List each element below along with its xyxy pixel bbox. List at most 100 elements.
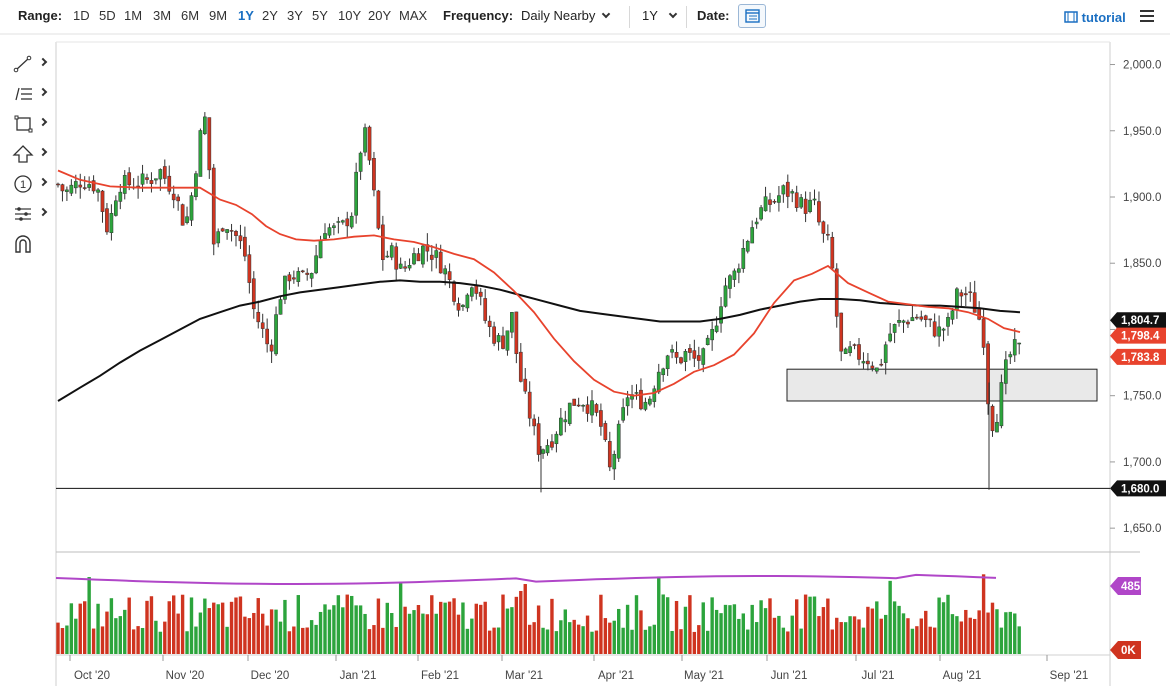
- candle: [563, 410, 568, 433]
- candle-body: [541, 449, 545, 454]
- candle: [318, 235, 323, 259]
- range-button-3m[interactable]: 3M: [153, 8, 172, 23]
- volume-bar: [932, 627, 937, 654]
- range-button-5d[interactable]: 5D: [99, 8, 116, 23]
- range-button-1d[interactable]: 1D: [73, 8, 90, 23]
- candle-body: [194, 173, 198, 197]
- volume-bar: [56, 622, 60, 654]
- candle: [808, 191, 812, 214]
- candle: [665, 354, 670, 376]
- candle-body: [211, 167, 216, 245]
- volume-bar: [728, 605, 732, 654]
- candle: [527, 381, 532, 427]
- candle: [501, 326, 505, 350]
- candle: [389, 242, 394, 261]
- range-button-max[interactable]: MAX: [399, 8, 428, 23]
- candle: [643, 397, 648, 412]
- candle-body: [438, 251, 443, 274]
- candle-body: [340, 220, 345, 223]
- range-button-2y[interactable]: 2Y: [262, 8, 278, 23]
- volume-bar: [1013, 613, 1017, 654]
- candle-body: [109, 213, 114, 234]
- candle-body: [879, 363, 884, 366]
- range-button-20y[interactable]: 20Y: [368, 8, 392, 23]
- candle: [1004, 351, 1008, 395]
- candle: [790, 189, 795, 203]
- calendar-button[interactable]: [738, 4, 766, 28]
- candle-body: [185, 216, 189, 223]
- candle-body: [826, 233, 830, 236]
- candle-body: [56, 183, 60, 186]
- line-tool[interactable]: [10, 52, 50, 76]
- volume-bar: [127, 597, 131, 654]
- price-tag-label: 1,783.8: [1121, 352, 1160, 364]
- candle: [576, 397, 581, 408]
- candle-body: [745, 240, 750, 252]
- volume-bar: [105, 611, 109, 654]
- volume-bar: [763, 608, 768, 654]
- candle: [216, 228, 221, 248]
- candle: [763, 186, 768, 212]
- range-button-1m[interactable]: 1M: [124, 8, 143, 23]
- volume-bar: [390, 613, 394, 654]
- candle: [932, 313, 937, 338]
- candle: [968, 282, 973, 302]
- candle-body: [790, 191, 795, 194]
- volume-bar: [603, 618, 608, 654]
- candle-body: [523, 378, 528, 392]
- candle-body: [817, 201, 821, 223]
- range-button-6m[interactable]: 6M: [181, 8, 200, 23]
- candle: [883, 341, 888, 375]
- candle-body: [314, 255, 318, 274]
- volume-bar: [523, 584, 527, 654]
- candle-body: [545, 445, 550, 454]
- rectangle-tool[interactable]: [10, 112, 50, 136]
- candle-body: [470, 287, 474, 297]
- magnet-tool[interactable]: [10, 232, 50, 256]
- range-button-1y[interactable]: 1Y: [238, 8, 254, 23]
- volume-bar: [158, 631, 163, 654]
- range-button-9m[interactable]: 9M: [209, 8, 228, 23]
- volume-bar: [278, 621, 283, 654]
- candle: [327, 223, 332, 238]
- candle: [105, 202, 109, 235]
- support-zone[interactable]: [786, 368, 1098, 402]
- volume-bar: [367, 629, 372, 654]
- range-button-3y[interactable]: 3Y: [287, 8, 303, 23]
- candle-body: [777, 195, 781, 203]
- volume-bar: [532, 622, 536, 654]
- candle: [550, 434, 554, 451]
- volume-bar: [265, 625, 269, 654]
- frequency-select[interactable]: Daily Nearby: [521, 8, 611, 23]
- tutorial-link[interactable]: tutorial: [1064, 10, 1126, 25]
- candle: [465, 293, 470, 312]
- measure-tool[interactable]: [10, 202, 50, 226]
- candle: [688, 344, 692, 361]
- volume-bar: [852, 616, 857, 654]
- volume-bar: [888, 580, 892, 654]
- candle: [114, 195, 118, 217]
- volume-bar: [581, 626, 585, 654]
- fibonacci-tool[interactable]: [10, 82, 50, 106]
- range-button-10y[interactable]: 10Y: [338, 8, 362, 23]
- price-tag-label: 1,680.0: [1121, 483, 1159, 495]
- range-button-5y[interactable]: 5Y: [312, 8, 328, 23]
- candle-body: [834, 268, 839, 317]
- volume-bar: [999, 627, 1004, 654]
- volume-bar: [790, 615, 794, 654]
- candle-body: [919, 316, 924, 320]
- volume-bar: [754, 622, 759, 654]
- candle-body: [309, 273, 314, 279]
- candle-body: [590, 400, 594, 416]
- price-labels: 1,804.7 1,798.4 1,783.8 1,680.0: [1110, 312, 1166, 497]
- candle-body: [981, 318, 986, 348]
- period-select[interactable]: 1Y: [642, 8, 678, 23]
- volume-bar: [625, 604, 630, 654]
- volume-bar: [652, 624, 656, 654]
- candle-body: [158, 169, 163, 180]
- candle-body: [750, 227, 755, 244]
- arrow-tool[interactable]: [10, 142, 50, 166]
- menu-icon[interactable]: [1140, 10, 1154, 25]
- text-marker-tool[interactable]: 1: [10, 172, 50, 196]
